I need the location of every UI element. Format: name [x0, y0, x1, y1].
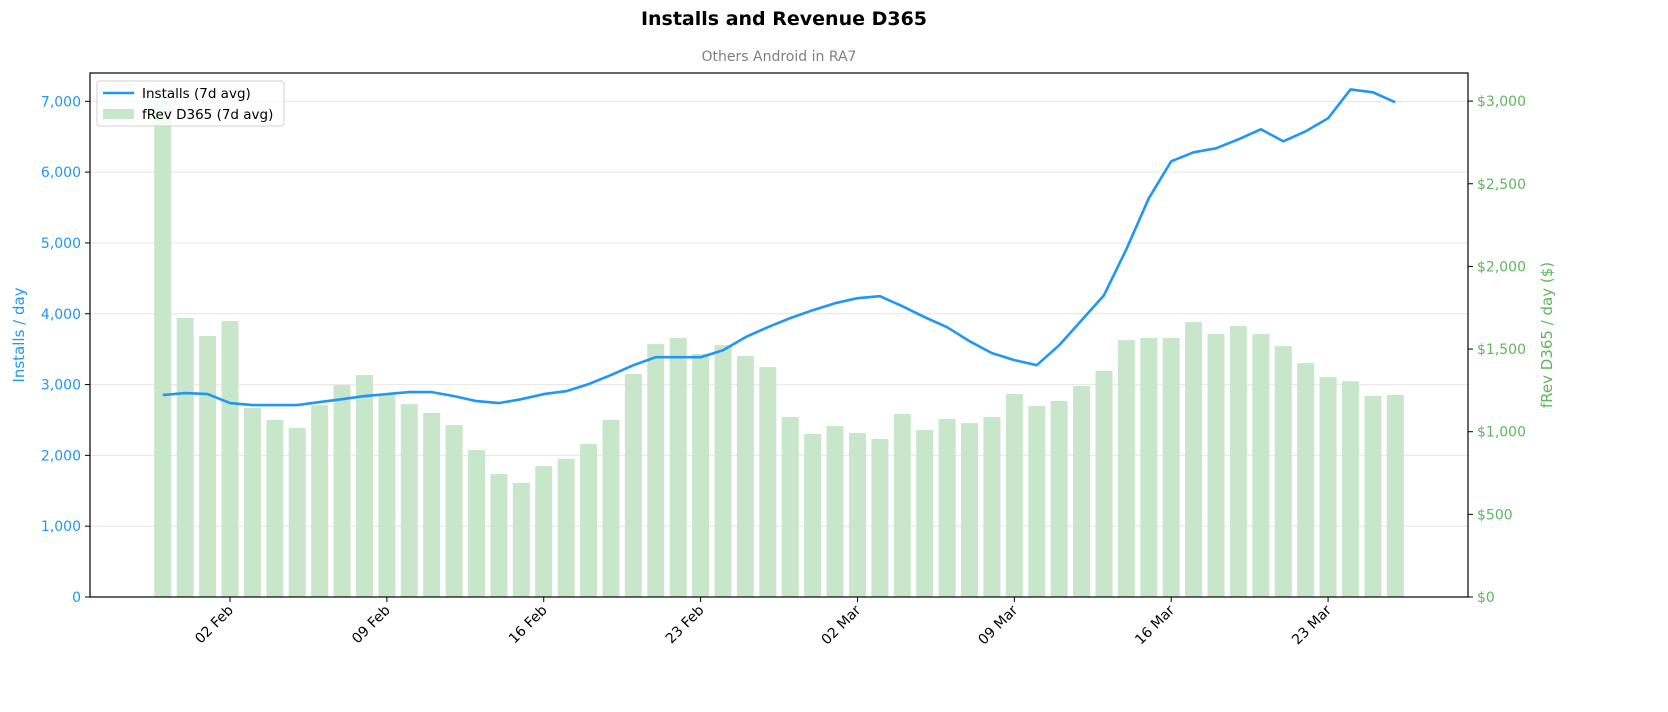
revenue-bar — [1274, 346, 1292, 597]
revenue-bar — [624, 374, 642, 597]
revenue-bar — [1073, 386, 1091, 597]
chart-subtitle: Others Android in RA7 — [701, 49, 857, 65]
legend-label-revenue: fRev D365 (7d avg) — [142, 107, 273, 123]
revenue-bar — [692, 354, 710, 597]
plot-frame — [89, 72, 1469, 598]
y-right-tick-label: $1,500 — [1477, 342, 1526, 358]
revenue-bar — [961, 423, 979, 597]
y-right-tick-label: $3,000 — [1477, 94, 1526, 110]
revenue-bar — [602, 419, 620, 597]
revenue-bar — [938, 418, 956, 597]
x-tick-label: 23 Feb — [663, 602, 708, 647]
revenue-bar — [176, 317, 194, 597]
revenue-bar — [983, 416, 1001, 597]
revenue-bar — [714, 345, 732, 597]
revenue-bar — [490, 474, 508, 597]
installs-line — [162, 88, 1396, 407]
revenue-bar — [1050, 400, 1068, 597]
legend-label-installs: Installs (7d avg) — [142, 86, 251, 102]
y-left-tick-label: 3,000 — [41, 378, 81, 394]
y-right-tick-label: $2,000 — [1477, 259, 1526, 275]
revenue-bar — [333, 385, 351, 597]
y-right-tick-label: $1,000 — [1477, 425, 1526, 441]
y-left-axis-label: Installs / day — [10, 287, 28, 382]
revenue-bar — [647, 344, 665, 597]
revenue-bar — [288, 428, 306, 597]
revenue-bar — [1252, 334, 1270, 597]
revenue-bar — [423, 413, 441, 597]
revenue-bar — [1364, 395, 1382, 597]
revenue-bar — [512, 482, 530, 597]
revenue-bar — [916, 430, 934, 597]
revenue-bar — [1185, 322, 1203, 597]
legend: Installs (7d avg) fRev D365 (7d avg) — [96, 80, 285, 127]
legend-box — [96, 80, 285, 127]
y-left-tick-label: 1,000 — [41, 519, 81, 535]
x-tick-label: 09 Mar — [975, 602, 1021, 648]
y-left-tick-label: 4,000 — [41, 307, 81, 323]
revenue-bar — [355, 375, 373, 597]
revenue-bar — [1117, 340, 1135, 597]
y-right-tick-label: $0 — [1477, 590, 1495, 606]
y-right-axis-label: fRev D365 / day ($) — [1538, 262, 1556, 408]
x-tick-label: 16 Feb — [506, 602, 551, 647]
y-left-tick-label: 7,000 — [41, 94, 81, 110]
revenue-bar — [221, 321, 239, 597]
revenue-bar — [781, 416, 799, 597]
y-left-tick-label: 0 — [72, 590, 81, 606]
revenue-bar — [1162, 337, 1180, 597]
revenue-bar — [1297, 363, 1315, 597]
y-right-tick-label: $2,500 — [1477, 177, 1526, 193]
revenue-bar — [1028, 406, 1046, 597]
revenue-bar — [871, 438, 889, 597]
x-tick-label: 16 Mar — [1132, 602, 1178, 648]
revenue-bar — [893, 414, 911, 597]
revenue-bar — [1207, 334, 1225, 597]
revenue-bar — [1005, 394, 1023, 597]
y-left-tick-label: 5,000 — [41, 236, 81, 252]
x-tick-label: 02 Feb — [192, 602, 237, 647]
legend-bar-swatch — [103, 109, 134, 119]
revenue-bar — [400, 404, 418, 597]
revenue-bar — [243, 408, 261, 597]
revenue-bar — [848, 433, 866, 597]
revenue-bar — [266, 419, 284, 597]
revenue-bar — [804, 434, 822, 597]
revenue-bar — [199, 335, 217, 597]
revenue-bar — [1229, 326, 1247, 597]
revenue-bar — [1342, 381, 1359, 597]
y-left-tick-label: 2,000 — [41, 448, 81, 464]
revenue-bar — [154, 101, 172, 597]
revenue-bar — [535, 466, 553, 597]
revenue-bar — [1386, 395, 1404, 597]
revenue-bar — [580, 443, 598, 597]
revenue-bar — [378, 395, 396, 597]
revenue-bar — [557, 458, 575, 597]
x-tick-label: 23 Mar — [1289, 602, 1335, 648]
revenue-bar — [1140, 337, 1158, 597]
revenue-bar — [826, 426, 844, 597]
x-tick-label: 02 Mar — [819, 602, 865, 648]
chart-title: Installs and Revenue D365 — [640, 8, 928, 30]
x-tick-label: 09 Feb — [349, 602, 394, 647]
y-left-tick-label: 6,000 — [41, 165, 81, 181]
revenue-bar — [445, 425, 463, 597]
revenue-bar — [1319, 377, 1337, 597]
y-right-tick-label: $500 — [1477, 507, 1513, 523]
revenue-bar — [669, 337, 687, 597]
revenue-bar — [311, 405, 329, 597]
revenue-bar — [759, 367, 777, 597]
revenue-bar — [736, 355, 754, 597]
revenue-bar — [468, 450, 486, 597]
revenue-bar — [1095, 371, 1113, 597]
